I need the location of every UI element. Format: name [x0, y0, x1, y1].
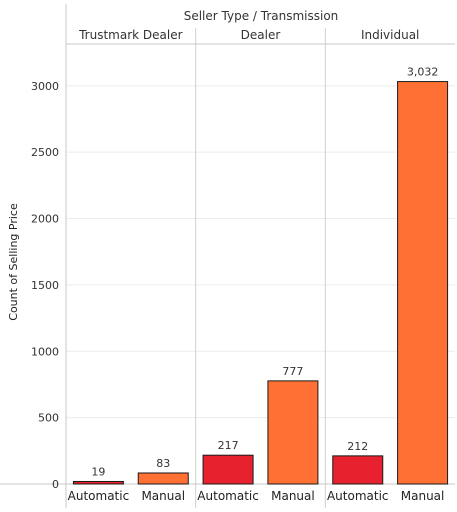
category-label: Manual — [401, 489, 445, 503]
y-tick-label: 1000 — [31, 345, 59, 358]
y-axis-label: Count of Selling Price — [7, 203, 20, 321]
y-tick-label: 1500 — [31, 279, 59, 292]
data-label: 217 — [218, 439, 239, 452]
bar-manual — [137, 472, 189, 485]
data-labels: 19 83 217 777 212 3,032 — [91, 66, 438, 479]
data-label: 19 — [91, 465, 105, 478]
category-label: Automatic — [327, 489, 389, 503]
y-tick-label: 2500 — [31, 146, 59, 159]
y-tick-label: 500 — [38, 412, 59, 425]
category-label: Manual — [141, 489, 185, 503]
y-tick-label: 3000 — [31, 80, 59, 93]
category-labels: Automatic Manual Automatic Manual Automatic M… — [68, 489, 445, 503]
category-label: Automatic — [197, 489, 259, 503]
chart-title: Seller Type / Transmission — [184, 9, 339, 23]
data-label: 212 — [347, 440, 368, 453]
y-tick-label: 0 — [52, 478, 59, 491]
bar-automatic — [332, 455, 384, 485]
bar-automatic — [72, 480, 124, 485]
gridlines — [66, 85, 455, 485]
category-label: Manual — [271, 489, 315, 503]
category-label: Automatic — [68, 489, 130, 503]
bar-automatic — [202, 454, 254, 485]
data-label: 777 — [282, 365, 303, 378]
bar-manual — [397, 81, 449, 485]
column-headers: Seller Type / Transmission Trustmark Dea… — [78, 9, 419, 42]
data-label: 3,032 — [407, 66, 439, 79]
group-header: Dealer — [241, 28, 281, 42]
group-header: Trustmark Dealer — [78, 28, 182, 42]
panel-dividers — [0, 4, 455, 508]
bar-manual — [267, 380, 319, 485]
data-label: 83 — [156, 457, 170, 470]
bars — [72, 81, 449, 485]
y-tick-label: 2000 — [31, 213, 59, 226]
y-axis: Count of Selling Price 0 500 1000 1500 2000 2… — [7, 80, 59, 491]
group-header: Individual — [361, 28, 419, 42]
